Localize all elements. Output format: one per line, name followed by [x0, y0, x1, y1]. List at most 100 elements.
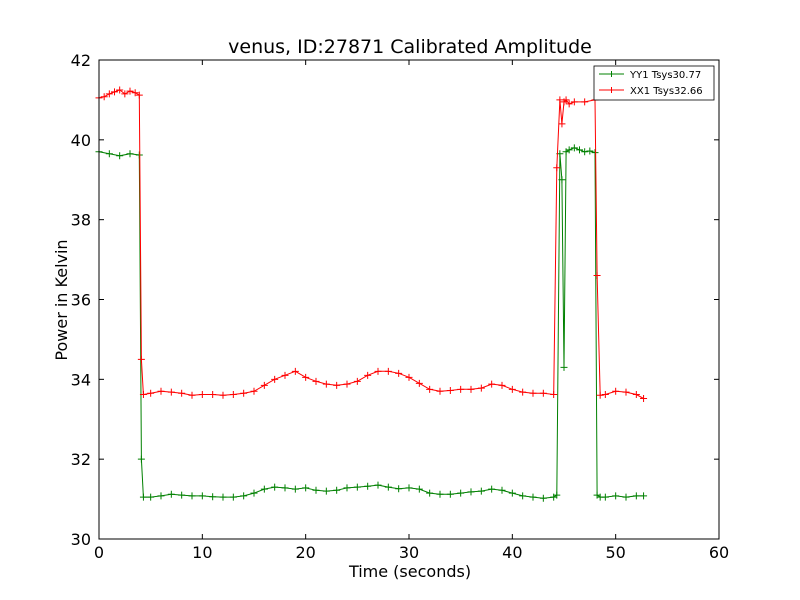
data-point-xx1 — [457, 385, 465, 393]
x-tick-label: 0 — [94, 543, 104, 562]
data-point-yy1 — [640, 492, 648, 500]
data-point-xx1 — [250, 387, 258, 395]
data-point-xx1 — [553, 164, 561, 172]
data-point-xx1 — [436, 387, 444, 395]
y-tick-label: 36 — [71, 291, 91, 310]
data-point-xx1 — [550, 391, 558, 399]
y-tick-label: 38 — [71, 211, 91, 230]
data-point-xx1 — [100, 93, 108, 101]
data-point-yy1 — [157, 492, 165, 500]
data-point-yy1 — [591, 149, 599, 157]
data-point-xx1 — [384, 367, 392, 375]
data-point-xx1 — [477, 384, 485, 392]
data-point-xx1 — [281, 371, 289, 379]
data-point-yy1 — [353, 483, 361, 491]
data-point-xx1 — [612, 387, 620, 395]
data-point-yy1 — [384, 483, 392, 491]
data-point-yy1 — [508, 489, 516, 497]
data-point-xx1 — [640, 394, 648, 402]
data-point-yy1 — [405, 484, 413, 492]
data-point-xx1 — [364, 371, 372, 379]
data-point-yy1 — [539, 494, 547, 502]
data-point-yy1 — [322, 487, 330, 495]
data-point-xx1 — [601, 391, 609, 399]
data-point-yy1 — [343, 484, 351, 492]
x-tick-label: 20 — [295, 543, 315, 562]
y-tick-label: 34 — [71, 370, 91, 389]
legend-label-xx1: XX1 Tsys32.66 — [630, 86, 703, 97]
data-point-yy1 — [240, 492, 248, 500]
y-tick-label: 42 — [71, 51, 91, 70]
chart-title: venus, ID:27871 Calibrated Amplitude — [228, 36, 592, 58]
data-point-xx1 — [157, 387, 165, 395]
data-point-yy1 — [260, 485, 268, 493]
data-point-xx1 — [121, 90, 129, 98]
data-point-xx1 — [374, 367, 382, 375]
data-point-xx1 — [556, 96, 564, 104]
data-point-xx1 — [353, 377, 361, 385]
data-point-yy1 — [446, 490, 454, 498]
data-point-xx1 — [105, 90, 113, 98]
legend-marker-yy1 — [608, 71, 615, 77]
data-point-xx1 — [558, 120, 566, 128]
data-point-xx1 — [111, 88, 118, 96]
data-point-yy1 — [302, 484, 310, 492]
data-point-yy1 — [529, 493, 537, 501]
y-tick-label: 32 — [71, 450, 91, 469]
data-point-xx1 — [596, 391, 604, 399]
x-tick-label: 30 — [399, 543, 419, 562]
data-point-xx1 — [632, 391, 640, 399]
data-point-xx1 — [209, 391, 217, 399]
data-point-yy1 — [188, 492, 196, 500]
series-layer — [95, 86, 648, 502]
data-point-xx1 — [498, 381, 506, 389]
data-point-yy1 — [139, 493, 147, 501]
data-point-xx1 — [137, 355, 145, 363]
data-point-yy1 — [477, 487, 485, 495]
data-point-yy1 — [229, 493, 237, 501]
data-point-yy1 — [457, 489, 465, 497]
data-point-yy1 — [581, 148, 589, 156]
data-point-xx1 — [131, 89, 139, 97]
data-point-xx1 — [322, 380, 330, 388]
x-tick-label: 10 — [192, 543, 212, 562]
data-point-yy1 — [467, 488, 475, 496]
data-point-xx1 — [147, 389, 155, 397]
data-point-xx1 — [178, 389, 186, 397]
data-point-yy1 — [436, 490, 444, 498]
y-tick-label: 40 — [71, 131, 91, 150]
legend-entry-yy1: YY1 Tsys30.77 — [599, 70, 701, 81]
data-point-xx1 — [622, 388, 630, 396]
data-point-yy1 — [374, 481, 382, 489]
data-point-yy1 — [147, 493, 155, 501]
data-point-xx1 — [405, 373, 413, 381]
data-point-yy1 — [333, 486, 341, 494]
x-tick-label: 60 — [709, 543, 729, 562]
data-point-xx1 — [126, 87, 134, 95]
legend: YY1 Tsys30.77 XX1 Tsys32.66 — [593, 65, 715, 101]
data-point-yy1 — [116, 152, 124, 160]
data-point-yy1 — [498, 486, 506, 494]
data-point-xx1 — [508, 385, 516, 393]
x-axis-label: Time (seconds) — [348, 562, 471, 581]
data-point-yy1 — [601, 493, 609, 501]
data-point-yy1 — [612, 492, 620, 500]
data-point-yy1 — [519, 492, 527, 500]
data-point-xx1 — [229, 391, 237, 399]
plot-area: 0 10 20 30 40 50 60 30 32 34 36 38 40 42 — [71, 51, 730, 562]
legend-marker-xx1 — [608, 87, 615, 93]
legend-entry-xx1: XX1 Tsys32.66 — [599, 86, 703, 97]
data-point-xx1 — [291, 367, 299, 375]
data-point-yy1 — [198, 492, 206, 500]
data-point-yy1 — [137, 455, 145, 463]
x-tick-label: 50 — [605, 543, 625, 562]
data-point-yy1 — [395, 485, 403, 493]
data-point-xx1 — [426, 385, 434, 393]
data-point-xx1 — [593, 272, 601, 280]
x-tick-label: 40 — [502, 543, 522, 562]
data-point-yy1 — [560, 363, 568, 371]
data-point-yy1 — [488, 485, 496, 493]
data-point-xx1 — [467, 385, 475, 393]
data-point-xx1 — [565, 100, 573, 108]
